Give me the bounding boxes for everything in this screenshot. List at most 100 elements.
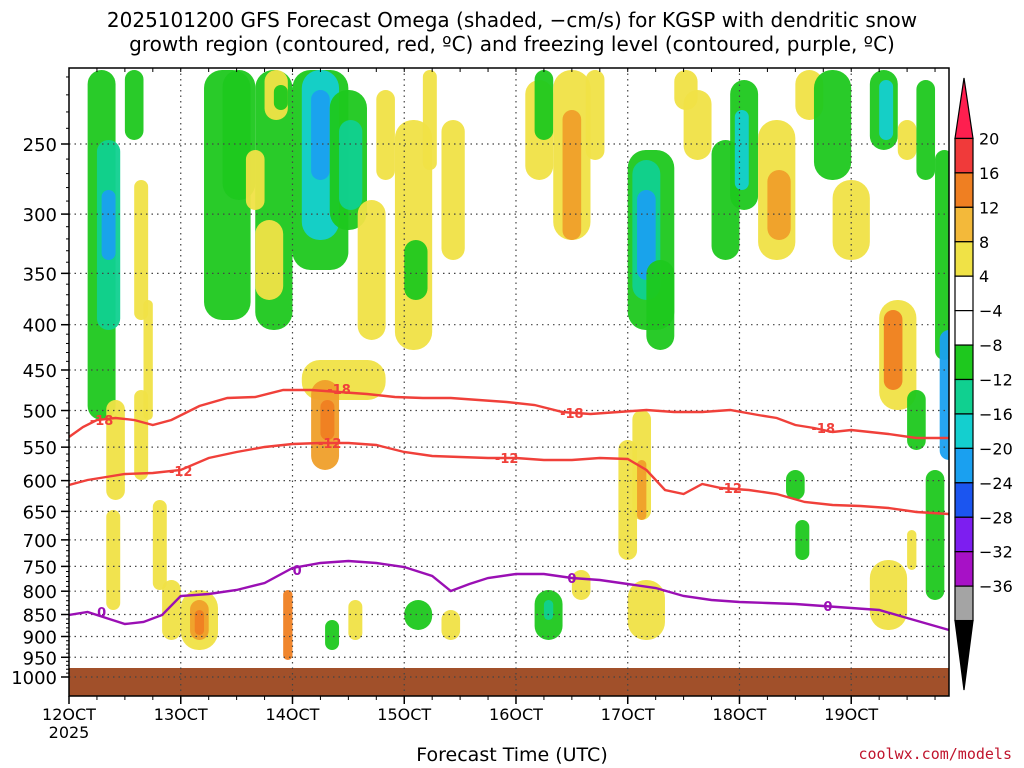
omega-cell-35 [646, 260, 675, 350]
y-tick-label-850: 850 [23, 606, 57, 627]
contour-label-1-3: -12 [718, 482, 742, 497]
x-tick-label-1: 13OCT [154, 705, 208, 724]
omega-cell-74 [627, 580, 665, 640]
omega-cell-49 [916, 80, 936, 180]
y-tick-label-900: 900 [23, 627, 57, 648]
omega-cell-77 [869, 560, 908, 630]
ground-fill [69, 668, 949, 696]
colorbar-legend: 20 16 12 8 4 −4 −8 −12 −16 −20 −24 −28 −32 −36 [954, 77, 1013, 691]
y-tick-label-650: 650 [23, 502, 57, 523]
colorbar-swatch-9 [954, 413, 974, 449]
omega-cell-57 [106, 510, 121, 610]
omega-cell-28 [534, 70, 554, 140]
colorbar-swatch-14 [954, 585, 974, 622]
omega-cell-47 [879, 80, 894, 140]
y-tick-label-800: 800 [23, 582, 57, 603]
colorbar-tick-label-9: −20 [979, 439, 1013, 458]
colorbar-swatch-3 [954, 206, 974, 243]
x-tick-label-6: 18OCT [713, 705, 767, 724]
omega-shading [87, 70, 949, 660]
contour-label-1-0: -12 [169, 465, 193, 480]
contour-label-1-1: -12 [318, 437, 342, 452]
colorbar-tick-label-1: 16 [979, 164, 999, 183]
contour-1 [69, 441, 949, 516]
colorbar-tick-label-12: −32 [979, 543, 1013, 562]
contour-label-0-1: -18 [327, 383, 351, 398]
omega-cell-73 [637, 460, 647, 520]
contour-0 [69, 388, 949, 440]
omega-cell-75 [786, 470, 805, 500]
omega-cell-37 [683, 90, 712, 160]
omega-cell-66 [404, 600, 433, 630]
colorbar-tick-label-2: 12 [979, 198, 999, 217]
colorbar-swatch-1 [954, 137, 974, 174]
x-tick-label-0: 12OCT [42, 705, 96, 724]
omega-cell-3 [124, 70, 144, 140]
contour-label-2-3: 0 [823, 600, 832, 615]
y-tick-label-700: 700 [23, 531, 57, 552]
contour-label-2-0: 0 [97, 606, 106, 621]
contour-2 [69, 559, 949, 632]
omega-cell-13 [311, 90, 330, 180]
contour-label-2-2: 0 [567, 572, 576, 587]
colorbar-swatch-6 [954, 310, 974, 346]
colorbar-swatch-2 [954, 172, 974, 208]
omega-cell-48 [897, 120, 917, 160]
contour-label-0-3: -18 [812, 422, 836, 437]
omega-cell-30 [562, 110, 582, 240]
colorbar-tick-label-3: 8 [979, 233, 989, 252]
omega-cell-45 [832, 180, 870, 260]
x-tick-label-2: 14OCT [266, 705, 320, 724]
omega-cell-58 [152, 500, 167, 590]
colorbar-swatch-11 [954, 482, 974, 518]
omega-cell-34 [637, 190, 656, 280]
colorbar-tick-label-7: −12 [979, 371, 1013, 390]
colorbar-swatch-10 [954, 447, 974, 484]
omega-cell-53 [907, 390, 926, 450]
omega-cell-25 [422, 70, 437, 170]
omega-cell-79 [925, 470, 945, 600]
x-tick-label-4: 16OCT [489, 705, 543, 724]
omega-cell-62 [162, 580, 181, 640]
omega-cell-10 [273, 85, 288, 110]
colorbar-tick-label-8: −16 [979, 405, 1013, 424]
y-tick-label-450: 450 [23, 361, 57, 382]
chart-title-line-2: growth region (contoured, red, ºC) and f… [129, 32, 895, 56]
omega-cell-67 [441, 610, 461, 640]
x-tick-label-3: 15OCT [377, 705, 431, 724]
plot-frame [68, 67, 950, 697]
x-year-label: 2025 [49, 723, 90, 742]
omega-cell-52 [883, 310, 903, 390]
y-tick-label-600: 600 [23, 472, 57, 493]
omega-cell-69 [543, 600, 554, 620]
colorbar-swatch-5 [954, 275, 974, 312]
y-tick-label-750: 750 [23, 557, 57, 578]
colorbar-tick-label-11: −28 [979, 508, 1013, 527]
colorbar-tick-label-13: −36 [979, 577, 1013, 596]
y-tick-label-300: 300 [23, 205, 57, 226]
colorbar-swatch-4 [954, 241, 974, 277]
contour-label-0-2: -18 [560, 407, 584, 422]
omega-cell-42 [767, 170, 791, 240]
contour-label-2-1: 0 [293, 564, 302, 579]
y-tick-label-250: 250 [23, 135, 57, 156]
omega-cell-5 [143, 300, 153, 420]
omega-cell-54 [939, 330, 949, 460]
omega-cell-21 [357, 200, 386, 340]
omega-cell-50 [935, 150, 949, 360]
chart-title-line-1: 2025101200 GFS Forecast Omega (shaded, −… [106, 8, 918, 32]
omega-cell-76 [795, 520, 810, 560]
omega-cell-2 [101, 190, 116, 260]
contour-label-1-2: -12 [495, 452, 519, 467]
colorbar-tick-label-4: 4 [979, 267, 989, 286]
omega-cell-22 [376, 90, 395, 180]
colorbar-tick-label-6: −8 [979, 336, 1003, 355]
grid-lines [69, 68, 949, 696]
x-tick-label-5: 17OCT [601, 705, 655, 724]
omega-cell-64 [325, 620, 340, 650]
y-axis-pressure: 2503003504004505005506006507007508008509… [11, 76, 69, 689]
y-tick-label-550: 550 [23, 438, 57, 459]
omega-cell-19 [245, 150, 265, 210]
omega-cell-56 [134, 390, 149, 480]
